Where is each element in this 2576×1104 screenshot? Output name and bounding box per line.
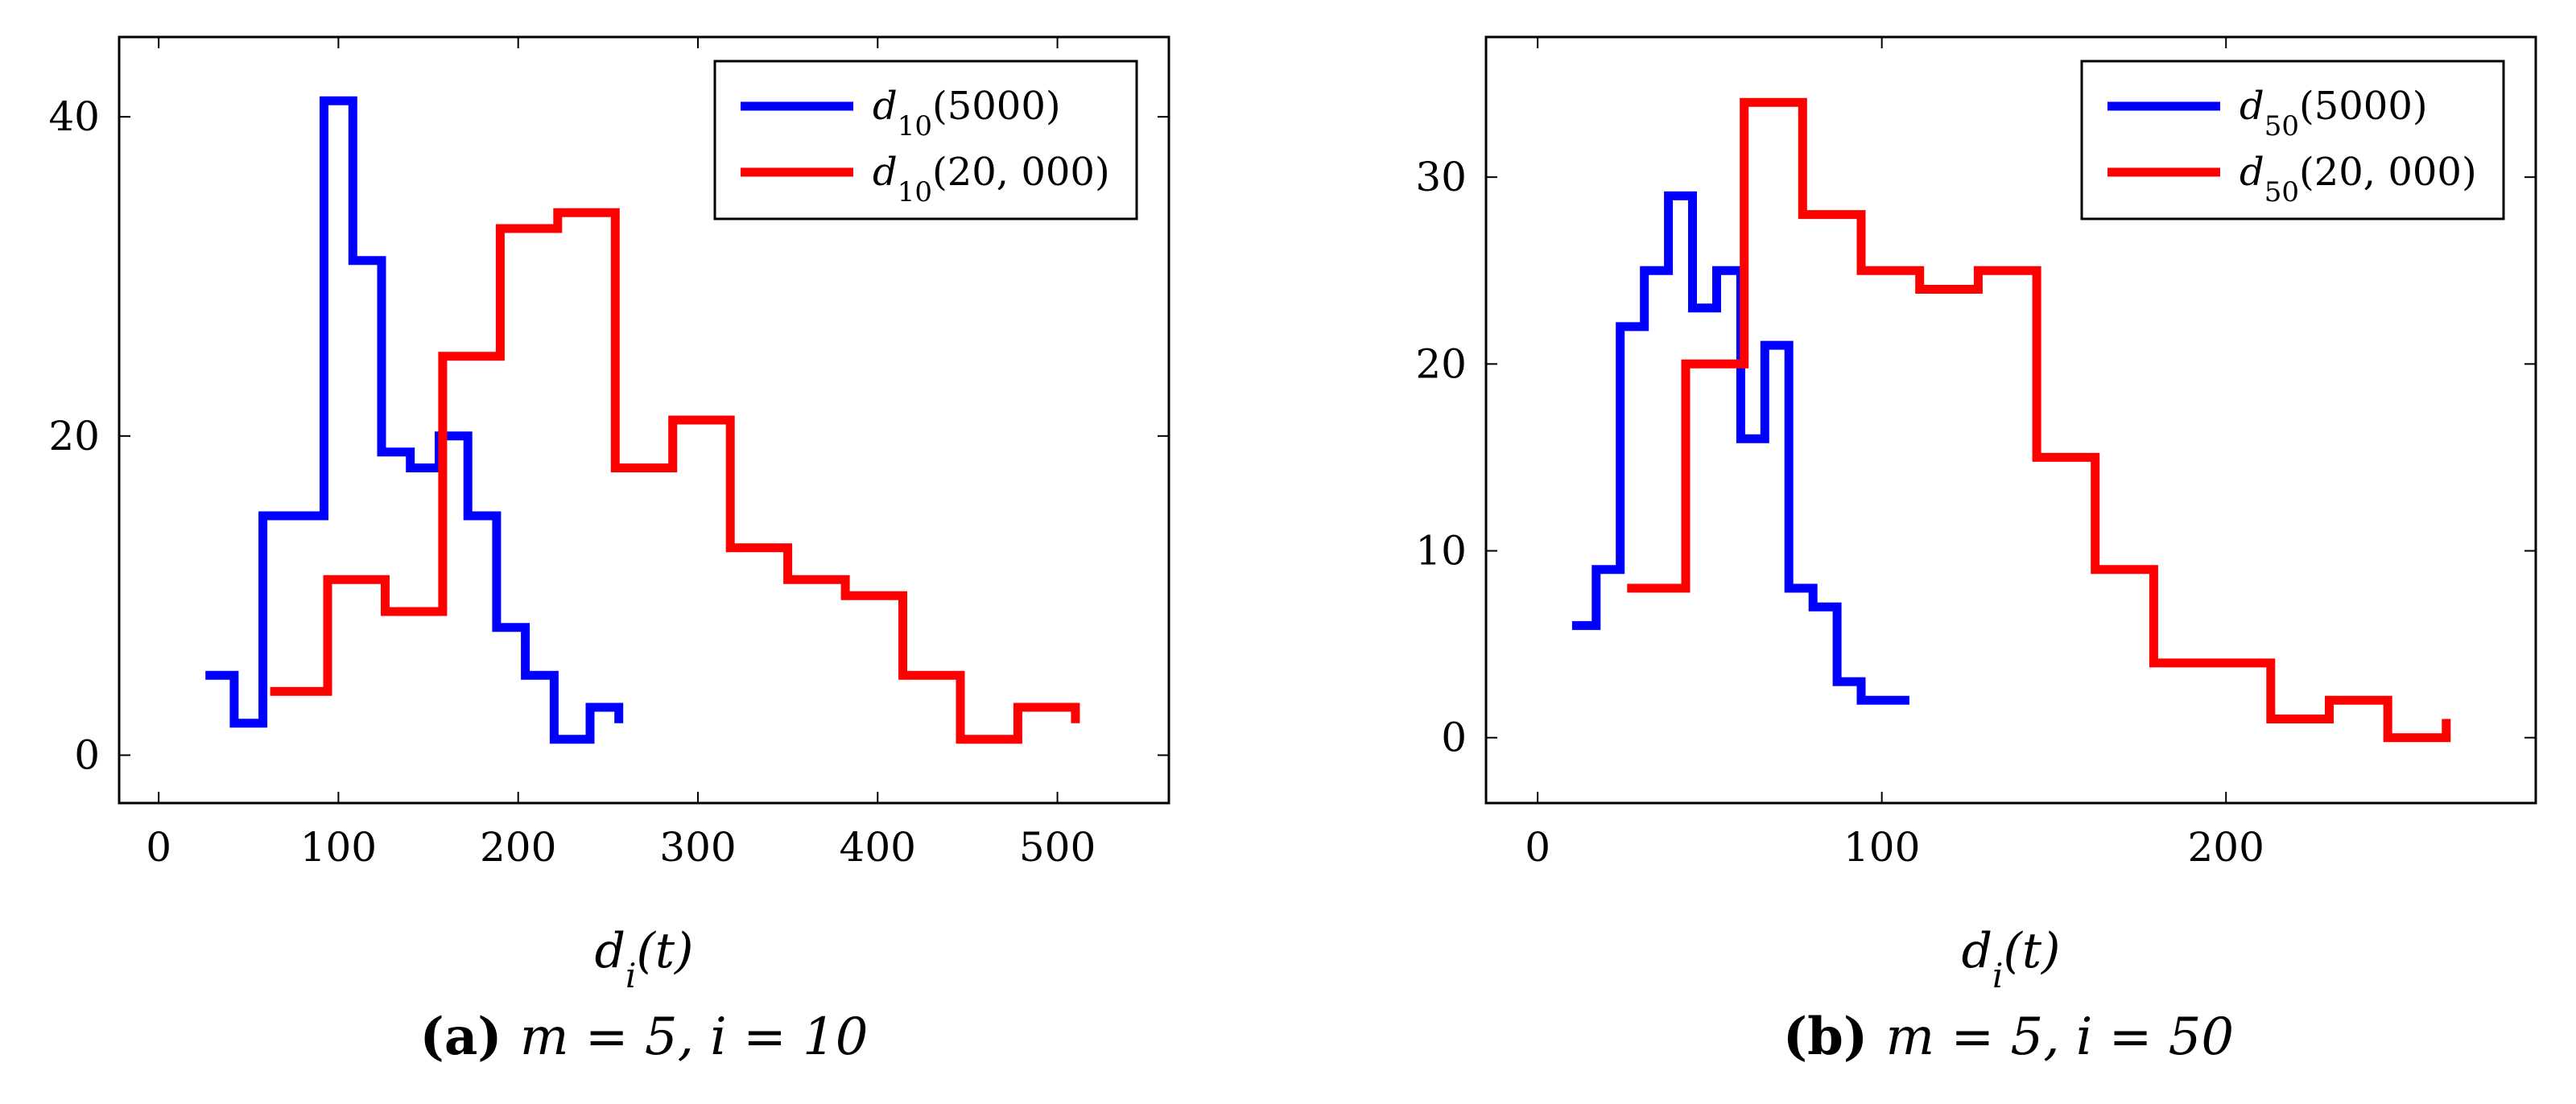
y-tick-label: 0 (1441, 715, 1467, 761)
x-tick-label: 400 (840, 824, 916, 871)
series-line-red (1627, 97, 2451, 743)
y-tick-label: 20 (1415, 340, 1467, 387)
x-axis-label: di(t) (595, 923, 694, 995)
series-line-blue (205, 96, 624, 744)
x-tick-label: 0 (146, 824, 171, 871)
legend: d10(5000) d10(20, 000) (713, 60, 1138, 220)
x-tick-label: 100 (300, 824, 377, 871)
x-tick-label: 0 (1525, 824, 1550, 871)
x-tick-label: 300 (659, 824, 736, 871)
y-tick-label: 40 (48, 93, 100, 140)
x-tick-label: 500 (1019, 824, 1096, 871)
y-tick-label: 0 (74, 732, 100, 779)
x-axis-label: di(t) (1962, 923, 2061, 995)
y-tick-label: 10 (1415, 528, 1467, 575)
legend: d50(5000) d50(20, 000) (2080, 60, 2505, 220)
series-line-red (270, 208, 1080, 744)
legend-label: d50(20, 000) (2240, 150, 2477, 208)
y-tick-label: 30 (1415, 154, 1467, 200)
legend-label: d10(5000) (873, 84, 1061, 142)
x-tick-label: 200 (2187, 824, 2264, 871)
panel-a: 0 100 200 300 400 500 0 20 40 di(t) d10(5000) d10(2… (48, 35, 1170, 1067)
x-tick-label: 200 (480, 824, 556, 871)
panel-b: 0 100 200 0 10 20 30 di(t) d50(5000) d50(20, 000)… (1415, 35, 2537, 1067)
caption: (a) m = 5, i = 10 (420, 1007, 869, 1067)
plot-frame (118, 35, 1170, 805)
y-tick-label: 20 (48, 413, 100, 459)
legend-label: d10(20, 000) (873, 150, 1110, 208)
caption: (b) m = 5, i = 50 (1783, 1007, 2234, 1067)
legend-box (713, 60, 1138, 220)
legend-box (2080, 60, 2505, 220)
x-tick-label: 100 (1843, 824, 1920, 871)
legend-label: d50(5000) (2240, 84, 2428, 142)
plot-frame (1484, 35, 2537, 805)
